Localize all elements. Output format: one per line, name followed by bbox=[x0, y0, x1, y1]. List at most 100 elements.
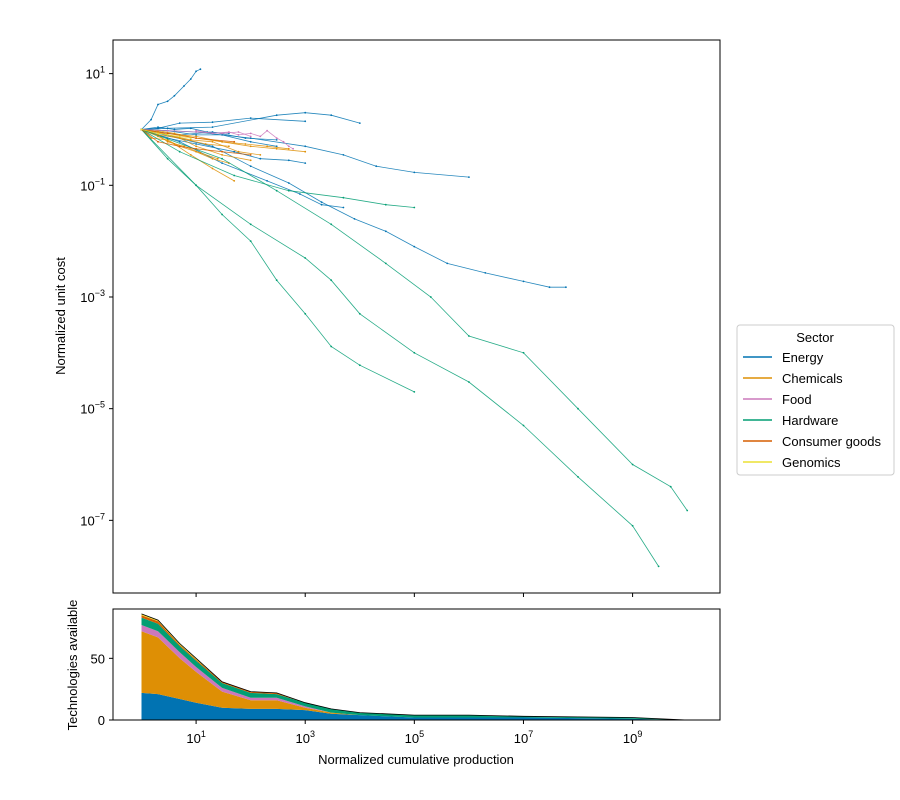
data-point bbox=[195, 147, 197, 150]
data-point bbox=[330, 279, 333, 282]
data-point bbox=[178, 135, 181, 138]
data-point bbox=[140, 128, 143, 131]
data-point bbox=[384, 203, 387, 206]
data-point bbox=[522, 280, 525, 283]
data-point bbox=[266, 180, 268, 182]
data-point bbox=[342, 206, 345, 209]
bottom-stacked-areas bbox=[141, 613, 688, 720]
data-point bbox=[195, 137, 197, 139]
data-point bbox=[548, 286, 551, 289]
data-point bbox=[266, 129, 268, 132]
data-point bbox=[211, 145, 214, 148]
data-point bbox=[233, 180, 236, 182]
area-energy bbox=[141, 692, 688, 720]
data-point bbox=[342, 196, 345, 199]
series-line-10 bbox=[141, 129, 235, 182]
data-point bbox=[221, 162, 223, 164]
data-point bbox=[237, 131, 240, 133]
data-point bbox=[249, 117, 252, 119]
bottom-y-tick-label-1: 50 bbox=[91, 651, 105, 666]
area-total-outline bbox=[141, 613, 688, 720]
bottom-y-tick-label-0: 0 bbox=[98, 713, 105, 728]
data-point bbox=[631, 463, 634, 466]
data-point bbox=[178, 122, 181, 124]
x-axis-label: Normalized cumulative production bbox=[318, 752, 514, 767]
data-point bbox=[166, 134, 169, 136]
data-point bbox=[244, 143, 247, 145]
data-point bbox=[287, 182, 290, 184]
series-line-22 bbox=[141, 129, 688, 511]
data-point bbox=[275, 279, 278, 282]
data-point bbox=[275, 147, 278, 150]
data-point bbox=[287, 147, 290, 150]
data-point bbox=[249, 165, 252, 168]
data-point bbox=[342, 154, 345, 156]
top-y-ticks: 101 10−1 10−3 10−5 10−7 bbox=[80, 65, 113, 528]
data-point bbox=[166, 132, 169, 135]
data-point bbox=[249, 132, 252, 135]
data-point bbox=[484, 272, 487, 274]
data-point bbox=[249, 145, 252, 148]
data-point bbox=[211, 126, 214, 128]
data-point bbox=[249, 135, 252, 138]
data-point bbox=[195, 131, 197, 133]
data-point bbox=[282, 140, 285, 143]
data-point bbox=[166, 157, 169, 160]
data-point bbox=[353, 218, 356, 220]
data-point bbox=[657, 565, 660, 568]
series-line-9 bbox=[141, 126, 229, 134]
data-point bbox=[275, 137, 278, 139]
data-point bbox=[259, 154, 262, 156]
data-point bbox=[304, 145, 307, 148]
top-panel: 101 10−1 10−3 10−5 10−7 Normalized unit cost bbox=[53, 39, 721, 597]
data-point bbox=[189, 139, 192, 141]
data-point bbox=[221, 157, 223, 160]
data-point bbox=[384, 230, 387, 233]
data-point bbox=[522, 351, 525, 354]
legend-label-1: Chemicals bbox=[782, 371, 843, 386]
series-line-24 bbox=[141, 129, 251, 156]
data-point bbox=[249, 154, 252, 156]
data-point bbox=[304, 111, 307, 114]
data-point bbox=[304, 312, 307, 315]
series-line-15 bbox=[141, 129, 289, 150]
data-point bbox=[211, 157, 214, 160]
series-line-25 bbox=[141, 129, 235, 143]
data-point bbox=[166, 140, 169, 143]
data-point bbox=[429, 296, 432, 298]
bottom-x-ticks: 101 103 105 107 109 bbox=[186, 720, 642, 746]
data-point bbox=[199, 68, 202, 71]
data-point bbox=[275, 189, 278, 192]
data-point bbox=[157, 140, 159, 143]
data-point bbox=[669, 485, 672, 488]
data-point bbox=[221, 134, 223, 136]
top-y-tick-label-2: 10−3 bbox=[80, 288, 105, 305]
data-point bbox=[686, 509, 689, 512]
data-point bbox=[577, 407, 579, 410]
data-point bbox=[320, 201, 323, 204]
data-point bbox=[287, 145, 290, 148]
data-point bbox=[375, 165, 378, 168]
legend-entries: Energy Chemicals Food Hardware Consumer good… bbox=[743, 350, 881, 470]
data-point bbox=[211, 121, 214, 124]
data-point bbox=[211, 140, 214, 143]
data-point bbox=[468, 176, 470, 179]
top-plot-frame bbox=[112, 39, 721, 594]
x-tick-label-3: 107 bbox=[514, 729, 533, 746]
data-point bbox=[189, 78, 192, 80]
data-point bbox=[178, 145, 181, 148]
legend-label-3: Hardware bbox=[782, 413, 838, 428]
data-point bbox=[287, 159, 290, 162]
bottom-y-ticks: 0 50 bbox=[91, 651, 113, 728]
data-point bbox=[233, 174, 236, 177]
series-line-20 bbox=[141, 129, 415, 393]
data-point bbox=[221, 150, 223, 153]
bottom-y-axis-label: Technologies available bbox=[65, 600, 80, 731]
data-point bbox=[304, 150, 307, 153]
bottom-panel: 0 50 101 103 105 107 109 Technologies availab… bbox=[65, 600, 721, 767]
data-point bbox=[275, 114, 278, 117]
x-tick-label-0: 101 bbox=[186, 729, 205, 746]
data-point bbox=[304, 120, 307, 123]
data-point bbox=[228, 145, 230, 148]
legend-label-2: Food bbox=[782, 392, 812, 407]
